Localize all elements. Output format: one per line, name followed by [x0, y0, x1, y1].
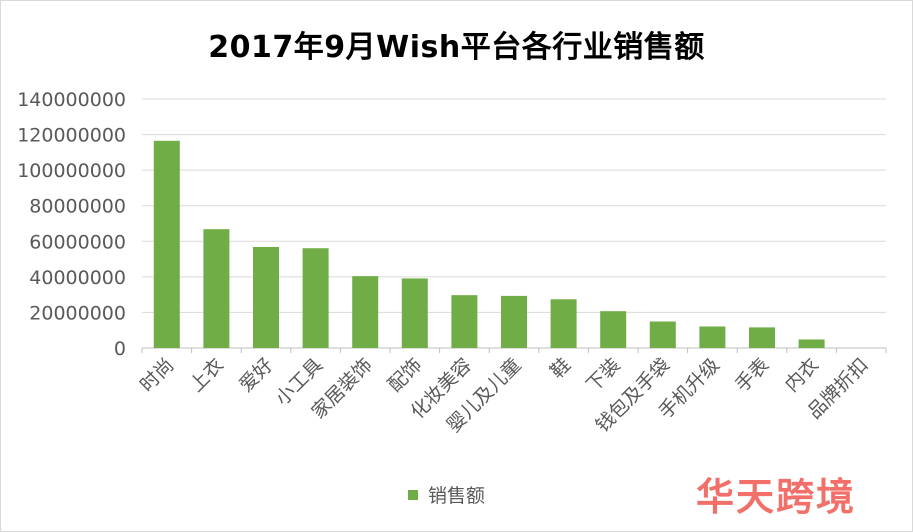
x-category-label: 上衣: [185, 354, 227, 396]
x-category-label: 鞋: [546, 354, 575, 383]
x-category-label: 手表: [731, 354, 773, 396]
y-tick-label: 120000000: [17, 125, 126, 147]
bar: [798, 339, 825, 348]
bar: [600, 311, 627, 348]
x-category-label: 内衣: [781, 354, 823, 396]
y-tick-label: 0: [114, 338, 126, 360]
x-category-label: 下装: [582, 354, 624, 396]
bar: [451, 295, 478, 348]
bar: [749, 327, 775, 348]
chart-title: 2017年9月Wish平台各行业销售额: [208, 30, 705, 65]
watermark-logo: 华天跨境: [696, 475, 857, 519]
y-tick-label: 40000000: [29, 267, 126, 289]
bar: [699, 326, 726, 348]
x-category-label: 时尚: [136, 354, 178, 396]
y-tick-label: 60000000: [29, 231, 126, 253]
y-tick-label: 140000000: [17, 89, 126, 111]
bar: [401, 278, 428, 348]
bar: [550, 299, 577, 348]
y-tick-label: 80000000: [29, 196, 126, 218]
y-tick-label: 20000000: [29, 302, 126, 324]
bar: [203, 229, 230, 348]
bar: [352, 276, 379, 348]
x-category-label: 配饰: [384, 354, 426, 396]
bar: [153, 140, 180, 348]
bar: [649, 321, 676, 348]
y-tick-label: 100000000: [17, 160, 126, 182]
legend-label: 销售额: [428, 485, 486, 507]
legend-swatch: [408, 489, 418, 500]
x-category-label: 爱好: [235, 354, 277, 396]
bar: [253, 246, 279, 348]
legend: 销售额: [408, 481, 485, 508]
bar: [501, 295, 527, 348]
bar: [302, 248, 329, 348]
